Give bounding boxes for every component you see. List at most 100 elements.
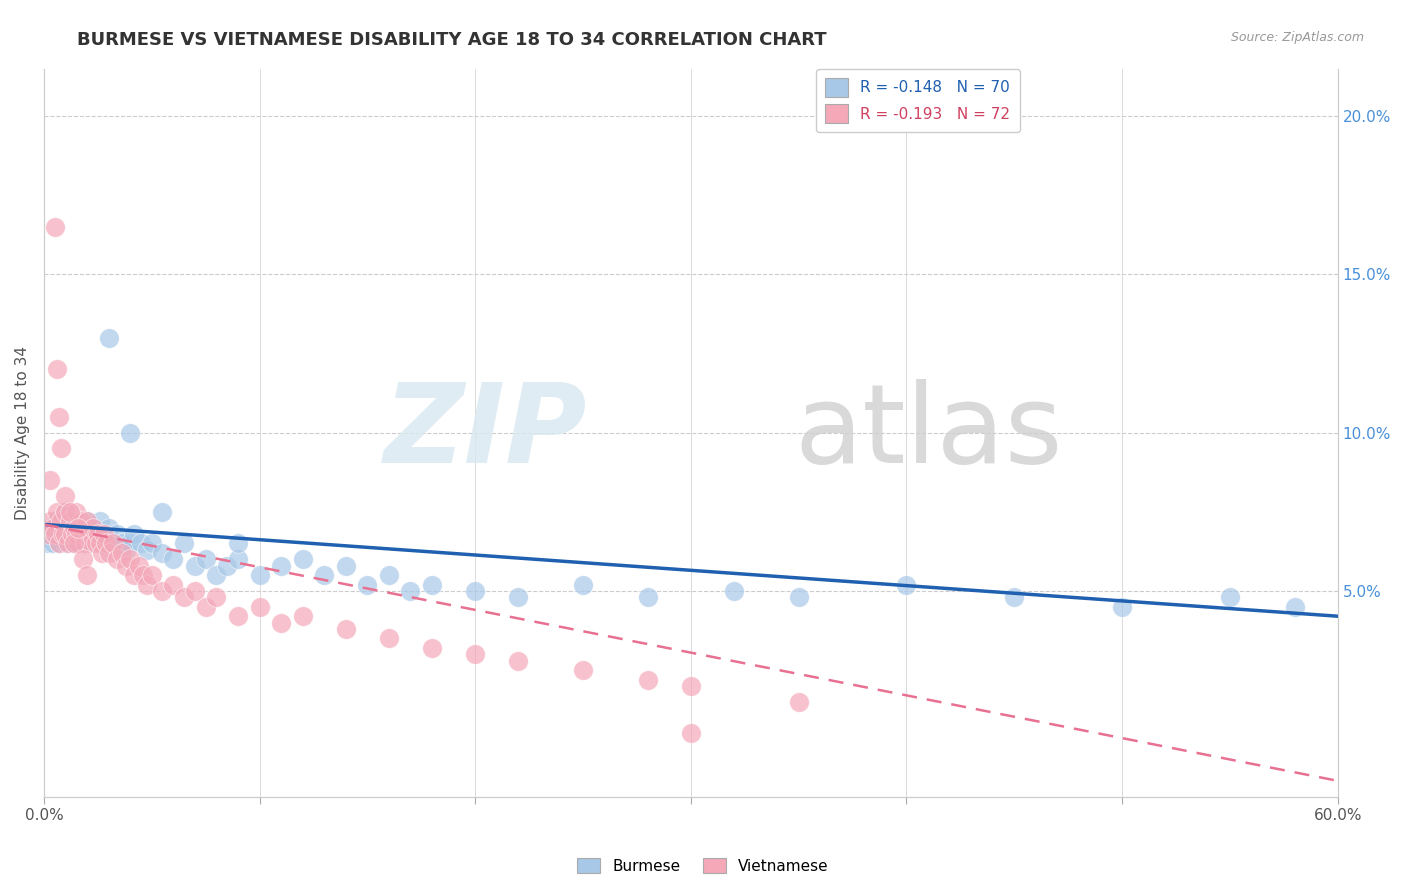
Point [37,536,59,550]
Point [96,536,118,550]
Point [60,527,83,541]
Point [49,442,72,456]
Point [637,673,659,687]
Point [63,536,86,550]
Point [464,583,486,598]
Point [84,536,107,550]
Point [356,577,378,591]
Point [89,536,111,550]
Point [72,527,94,541]
Point [97,520,120,534]
Point [378,568,401,582]
Point [63,536,86,550]
Point [162,552,184,566]
Point [97,330,120,344]
Point [378,632,401,646]
Point [399,583,422,598]
Point [87,536,110,550]
Point [60,514,83,528]
Point [194,552,217,566]
Point [291,552,314,566]
Point [52,527,75,541]
Point [335,558,357,573]
Point [63,520,86,534]
Point [49,520,72,534]
Point [56,536,79,550]
Point [93,536,115,550]
Point [45,514,67,528]
Point [162,577,184,591]
Point [44,527,66,541]
Y-axis label: Disability Age 18 to 34: Disability Age 18 to 34 [15,345,30,520]
Point [80,536,103,550]
Point [787,695,810,709]
Point [335,622,357,636]
Point [67,520,90,534]
Point [82,520,104,534]
Point [41,520,63,534]
Point [136,542,159,557]
Point [52,527,75,541]
Point [55,505,77,519]
Point [572,577,595,591]
Point [44,527,66,541]
Point [1219,591,1241,605]
Point [723,583,745,598]
Point [105,552,128,566]
Point [44,219,66,234]
Text: atlas: atlas [794,379,1063,486]
Point [59,514,82,528]
Point [124,568,146,582]
Point [787,591,810,605]
Point [420,577,443,591]
Point [55,527,77,541]
Point [72,527,94,541]
Point [896,577,918,591]
Point [314,568,336,582]
Point [48,536,70,550]
Point [73,536,96,550]
Point [572,663,595,677]
Text: ZIP: ZIP [384,379,588,486]
Point [39,514,62,528]
Point [129,536,152,550]
Point [226,552,249,566]
Point [41,536,63,550]
Point [1002,591,1025,605]
Point [637,591,659,605]
Point [291,609,314,624]
Point [93,527,115,541]
Point [89,514,111,528]
Point [84,527,107,541]
Point [141,568,163,582]
Point [77,527,100,541]
Point [173,536,195,550]
Point [152,505,174,519]
Point [59,527,82,541]
Point [226,609,249,624]
Point [65,520,87,534]
Point [136,577,159,591]
Point [120,425,142,440]
Point [65,527,87,541]
Point [226,536,249,550]
Legend: R = -0.148   N = 70, R = -0.193   N = 72: R = -0.148 N = 70, R = -0.193 N = 72 [815,69,1019,132]
Point [464,647,486,661]
Point [37,527,59,541]
Point [110,536,132,550]
Point [114,558,136,573]
Point [114,542,136,557]
Point [1284,599,1306,614]
Point [141,536,163,550]
Text: BURMESE VS VIETNAMESE DISABILITY AGE 18 TO 34 CORRELATION CHART: BURMESE VS VIETNAMESE DISABILITY AGE 18 … [77,31,827,49]
Point [49,514,72,528]
Point [67,536,90,550]
Point [249,568,271,582]
Point [508,591,530,605]
Point [48,409,70,424]
Point [39,520,62,534]
Point [97,546,120,560]
Point [270,558,292,573]
Point [72,552,94,566]
Point [45,362,67,376]
